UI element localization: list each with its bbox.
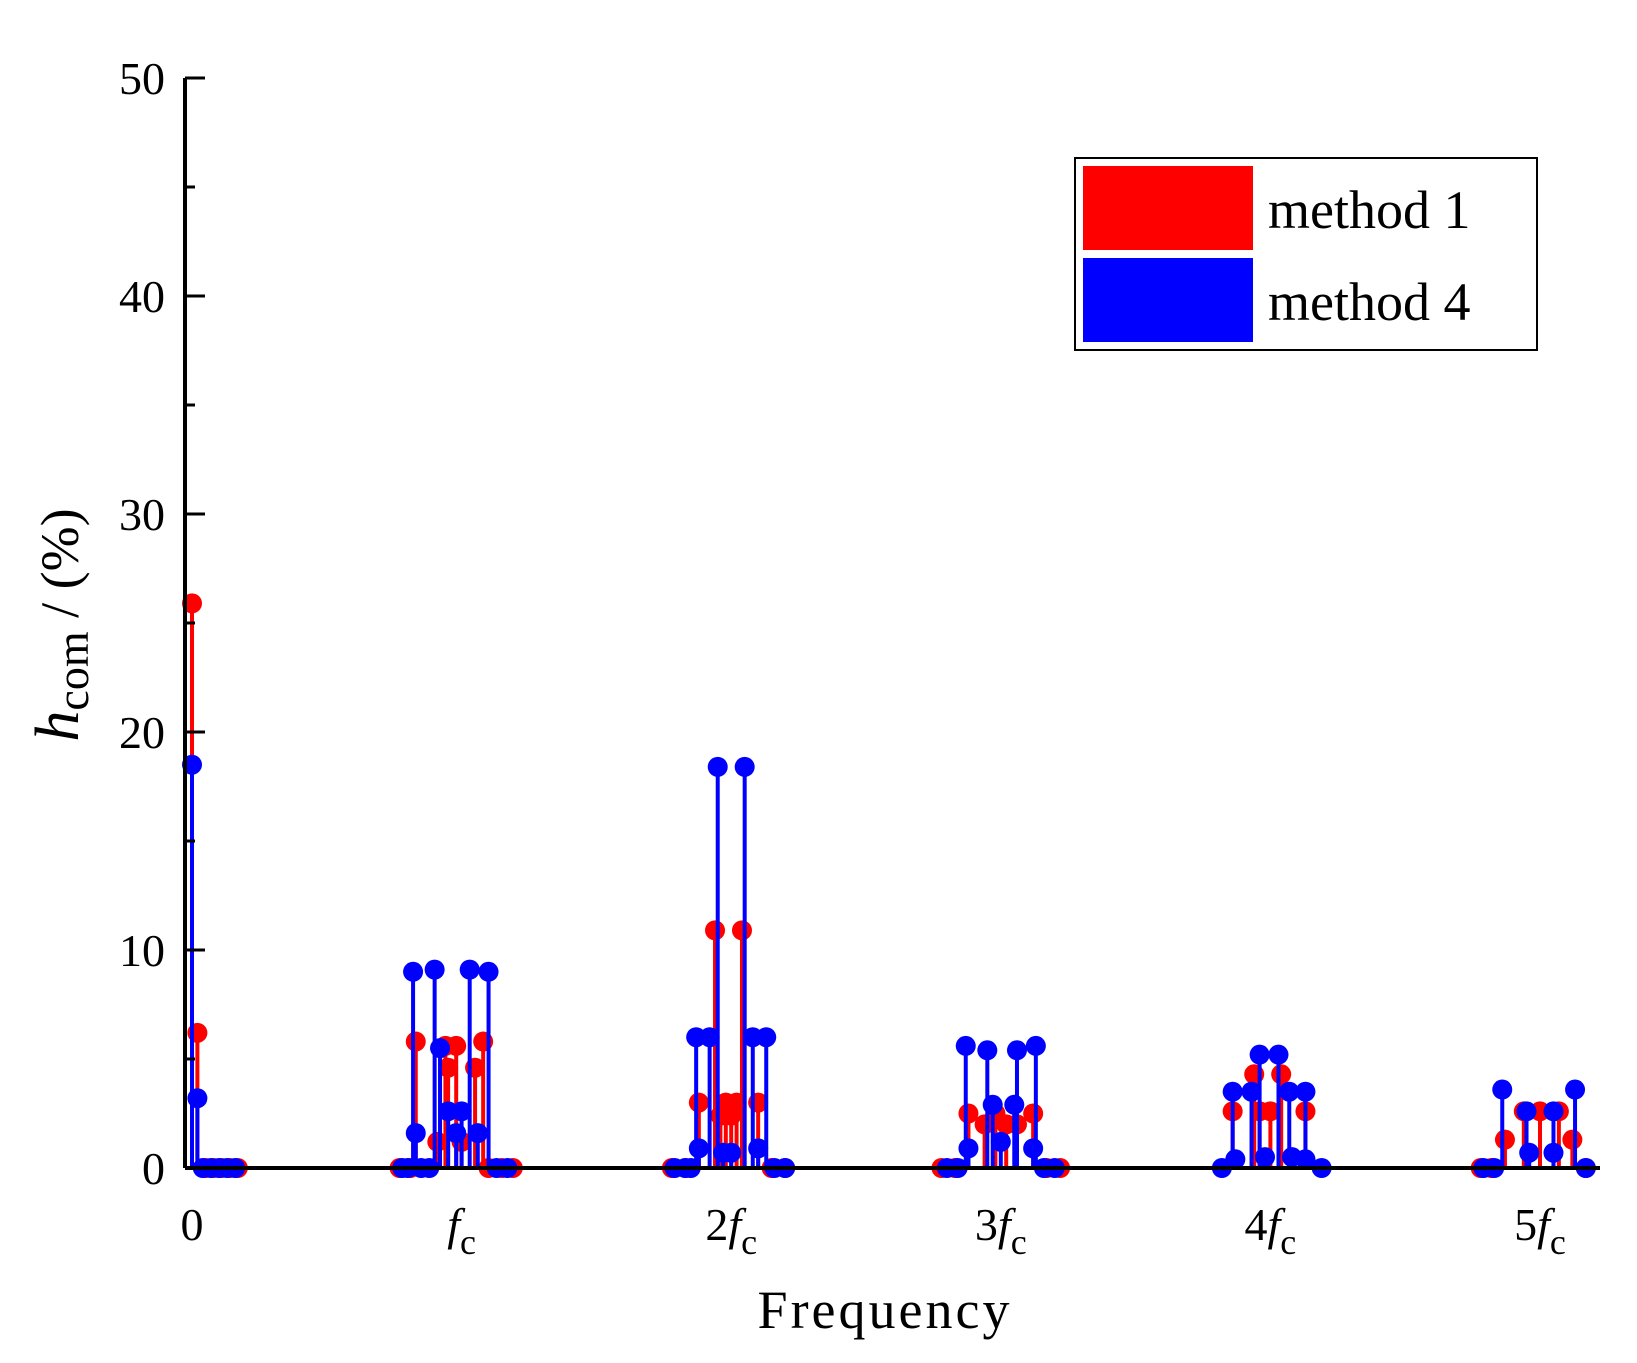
data-point bbox=[705, 920, 726, 941]
plot-marks bbox=[182, 593, 1596, 1178]
data-point bbox=[982, 1094, 1003, 1115]
x-tick-label: 4fc bbox=[1245, 1199, 1297, 1262]
data-point bbox=[1492, 1079, 1513, 1100]
data-point bbox=[478, 961, 499, 982]
data-point bbox=[958, 1103, 979, 1124]
data-point bbox=[1249, 1044, 1270, 1065]
data-point bbox=[187, 1088, 208, 1109]
y-axis-title: hcom / (%) bbox=[24, 508, 98, 741]
x-tick-label: 3fc bbox=[975, 1199, 1027, 1262]
data-point bbox=[427, 1131, 448, 1152]
x-tick-label: 5fc bbox=[1514, 1199, 1566, 1262]
legend-swatch bbox=[1083, 166, 1253, 250]
y-tick-label: 20 bbox=[119, 707, 165, 758]
series-method-1 bbox=[182, 593, 1596, 1178]
data-point bbox=[1295, 1149, 1316, 1170]
data-point bbox=[1543, 1101, 1564, 1122]
axes: 0 10 20 30 40 50 0 fc 2fc 3fc 4fc 5fc Frequency hcom … bbox=[24, 53, 1600, 1340]
data-point bbox=[707, 756, 728, 777]
data-point bbox=[430, 1038, 451, 1059]
data-point bbox=[958, 1138, 979, 1159]
data-point bbox=[1023, 1103, 1044, 1124]
data-point bbox=[424, 959, 445, 980]
data-point bbox=[403, 961, 424, 982]
data-point bbox=[459, 959, 480, 980]
y-tick-label: 30 bbox=[119, 489, 165, 540]
x-tick-label: 0 bbox=[181, 1199, 204, 1250]
y-tick-label: 0 bbox=[142, 1143, 165, 1194]
data-point bbox=[1241, 1081, 1262, 1102]
legend-label: method 1 bbox=[1268, 180, 1470, 240]
data-point bbox=[955, 1035, 976, 1056]
data-point bbox=[1023, 1138, 1044, 1159]
data-point bbox=[977, 1040, 998, 1061]
data-point bbox=[1271, 1064, 1292, 1085]
x-axis-title: Frequency bbox=[758, 1280, 1013, 1340]
data-point bbox=[1562, 1129, 1583, 1150]
data-point bbox=[1268, 1044, 1289, 1065]
data-point bbox=[1255, 1147, 1276, 1168]
data-point bbox=[1006, 1040, 1027, 1061]
data-point bbox=[1222, 1081, 1243, 1102]
data-point bbox=[1225, 1149, 1246, 1170]
data-point bbox=[1519, 1142, 1540, 1163]
data-point bbox=[688, 1138, 709, 1159]
data-point bbox=[1543, 1142, 1564, 1163]
data-point bbox=[405, 1123, 426, 1144]
data-point bbox=[1004, 1094, 1025, 1115]
y-tick-label: 40 bbox=[119, 271, 165, 322]
data-point bbox=[1494, 1129, 1515, 1150]
data-point bbox=[1025, 1035, 1046, 1056]
series-method-4 bbox=[182, 754, 1596, 1178]
data-point bbox=[405, 1031, 426, 1052]
data-point bbox=[1565, 1079, 1586, 1100]
data-point bbox=[990, 1131, 1011, 1152]
y-tick-label: 10 bbox=[119, 925, 165, 976]
data-point bbox=[731, 920, 752, 941]
data-point bbox=[1516, 1101, 1537, 1122]
data-point bbox=[756, 1027, 777, 1048]
data-point bbox=[446, 1035, 467, 1056]
data-point bbox=[1279, 1081, 1300, 1102]
y-tick-label: 50 bbox=[119, 53, 165, 104]
x-tick-label: 2fc bbox=[705, 1199, 757, 1262]
data-point bbox=[467, 1123, 488, 1144]
legend-label: method 4 bbox=[1268, 272, 1470, 332]
data-point bbox=[1260, 1101, 1281, 1122]
data-point bbox=[748, 1138, 769, 1159]
legend-swatch bbox=[1083, 258, 1253, 342]
data-point bbox=[699, 1027, 720, 1048]
data-point bbox=[734, 756, 755, 777]
data-point bbox=[721, 1142, 742, 1163]
data-point bbox=[451, 1101, 472, 1122]
x-tick-label: fc bbox=[447, 1199, 476, 1262]
data-point bbox=[438, 1057, 459, 1078]
data-point bbox=[1295, 1081, 1316, 1102]
data-point bbox=[688, 1092, 709, 1113]
legend: method 1 method 4 bbox=[1074, 157, 1538, 351]
